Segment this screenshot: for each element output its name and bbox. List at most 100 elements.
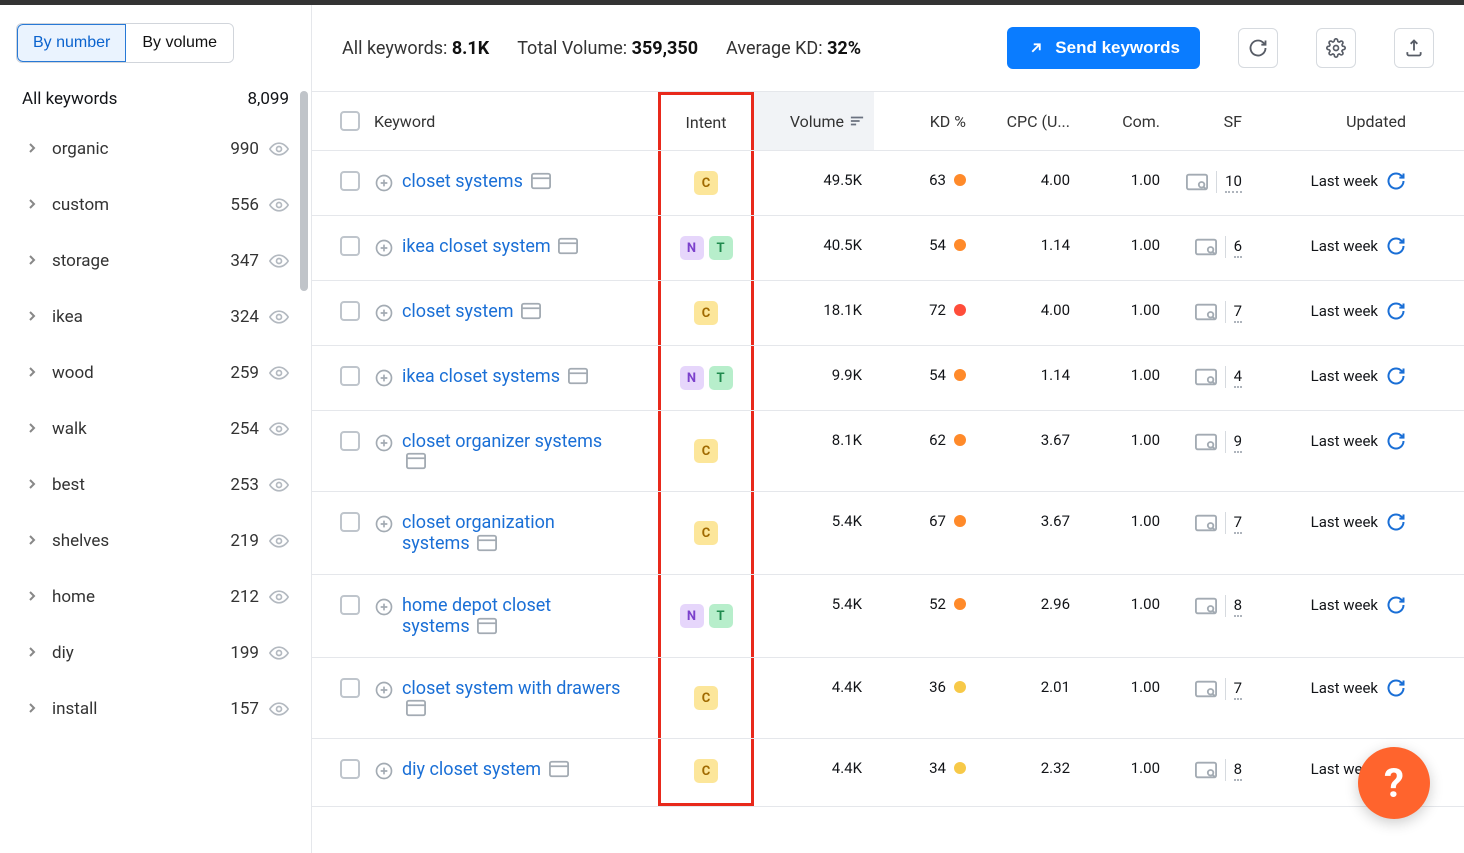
keyword-link[interactable]: closet systems <box>402 171 523 192</box>
serp-features-icon[interactable] <box>1195 680 1217 698</box>
serp-features-icon[interactable] <box>1195 761 1217 779</box>
refresh-button[interactable] <box>1238 28 1278 68</box>
col-com[interactable]: Com. <box>1070 112 1160 131</box>
row-refresh-icon[interactable] <box>1386 236 1406 256</box>
intent-badge-n: N <box>680 604 704 628</box>
expand-icon[interactable] <box>374 761 394 781</box>
sidebar-item[interactable]: wood 259 <box>0 345 311 401</box>
eye-icon[interactable] <box>269 475 289 495</box>
expand-icon[interactable] <box>374 433 394 453</box>
keyword-link[interactable]: closet organizer systems <box>402 431 602 452</box>
help-fab[interactable]: ? <box>1358 747 1430 819</box>
sidebar-item[interactable]: install 157 <box>0 681 311 737</box>
sidebar-item[interactable]: ikea 324 <box>0 289 311 345</box>
serp-features-icon[interactable] <box>1195 597 1217 615</box>
cpc-cell: 1.14 <box>972 366 1070 384</box>
keyword-link[interactable]: ikea closet system <box>402 236 551 257</box>
keyword-link[interactable]: ikea closet systems <box>402 366 560 387</box>
serp-features-icon[interactable] <box>1195 514 1217 532</box>
eye-icon[interactable] <box>269 419 289 439</box>
row-refresh-icon[interactable] <box>1386 512 1406 532</box>
row-checkbox[interactable] <box>340 431 360 451</box>
select-all-checkbox[interactable] <box>340 111 360 131</box>
sidebar-item[interactable]: custom 556 <box>0 177 311 233</box>
col-intent[interactable]: Intent <box>658 92 754 150</box>
sidebar-item[interactable]: diy 199 <box>0 625 311 681</box>
row-refresh-icon[interactable] <box>1386 431 1406 451</box>
keyword-link[interactable]: diy closet system <box>402 759 541 780</box>
col-volume[interactable]: Volume <box>754 92 874 150</box>
sidebar-all-keywords-row[interactable]: All keywords 8,099 <box>0 73 311 121</box>
toggle-by-number[interactable]: By number <box>17 24 126 62</box>
settings-button[interactable] <box>1316 28 1356 68</box>
serp-icon[interactable] <box>406 699 426 717</box>
expand-icon[interactable] <box>374 514 394 534</box>
row-refresh-icon[interactable] <box>1386 301 1406 321</box>
col-sf[interactable]: SF <box>1160 112 1242 131</box>
serp-features-icon[interactable] <box>1186 173 1208 191</box>
row-checkbox[interactable] <box>340 301 360 321</box>
serp-features-icon[interactable] <box>1195 303 1217 321</box>
serp-icon[interactable] <box>477 617 497 635</box>
kd-dot-icon <box>954 369 966 381</box>
col-cpc[interactable]: CPC (U... <box>972 112 1070 131</box>
row-checkbox[interactable] <box>340 171 360 191</box>
row-refresh-icon[interactable] <box>1386 595 1406 615</box>
serp-features-icon[interactable] <box>1195 368 1217 386</box>
row-checkbox[interactable] <box>340 236 360 256</box>
eye-icon[interactable] <box>269 699 289 719</box>
chevron-right-icon <box>28 643 38 663</box>
expand-icon[interactable] <box>374 368 394 388</box>
col-kd[interactable]: KD % <box>874 112 972 131</box>
serp-icon[interactable] <box>406 452 426 470</box>
eye-icon[interactable] <box>269 195 289 215</box>
eye-icon[interactable] <box>269 531 289 551</box>
serp-icon[interactable] <box>549 760 569 778</box>
sidebar-item-count: 347 <box>230 251 259 271</box>
sf-cell: 9 <box>1160 431 1242 453</box>
serp-features-icon[interactable] <box>1195 238 1217 256</box>
expand-icon[interactable] <box>374 597 394 617</box>
serp-icon[interactable] <box>568 367 588 385</box>
stat-average-kd: Average KD: 32% <box>726 38 861 59</box>
row-checkbox[interactable] <box>340 759 360 779</box>
toggle-by-volume[interactable]: By volume <box>126 24 233 62</box>
col-keyword[interactable]: Keyword <box>370 112 658 131</box>
keyword-link[interactable]: closet system with drawers <box>402 678 620 699</box>
sidebar-item[interactable]: shelves 219 <box>0 513 311 569</box>
row-checkbox[interactable] <box>340 678 360 698</box>
sidebar-item[interactable]: home 212 <box>0 569 311 625</box>
expand-icon[interactable] <box>374 680 394 700</box>
sidebar-item[interactable]: walk 254 <box>0 401 311 457</box>
row-checkbox[interactable] <box>340 366 360 386</box>
send-keywords-button[interactable]: Send keywords <box>1007 27 1200 69</box>
eye-icon[interactable] <box>269 251 289 271</box>
sf-count: 9 <box>1234 432 1242 453</box>
export-button[interactable] <box>1394 28 1434 68</box>
eye-icon[interactable] <box>269 587 289 607</box>
serp-icon[interactable] <box>521 302 541 320</box>
eye-icon[interactable] <box>269 139 289 159</box>
expand-icon[interactable] <box>374 303 394 323</box>
sidebar-item[interactable]: organic 990 <box>0 121 311 177</box>
row-checkbox[interactable] <box>340 512 360 532</box>
row-refresh-icon[interactable] <box>1386 171 1406 191</box>
col-updated[interactable]: Updated <box>1242 112 1412 131</box>
sidebar-scrollbar[interactable] <box>300 91 308 291</box>
row-refresh-icon[interactable] <box>1386 366 1406 386</box>
serp-icon[interactable] <box>477 534 497 552</box>
expand-icon[interactable] <box>374 238 394 258</box>
expand-icon[interactable] <box>374 173 394 193</box>
row-refresh-icon[interactable] <box>1386 678 1406 698</box>
sidebar-item[interactable]: best 253 <box>0 457 311 513</box>
table-header: Keyword Intent Volume KD % CPC (U... Com… <box>312 91 1464 151</box>
serp-icon[interactable] <box>558 237 578 255</box>
eye-icon[interactable] <box>269 363 289 383</box>
eye-icon[interactable] <box>269 643 289 663</box>
serp-features-icon[interactable] <box>1195 433 1217 451</box>
keyword-link[interactable]: closet system <box>402 301 514 322</box>
row-checkbox[interactable] <box>340 595 360 615</box>
sidebar-item[interactable]: storage 347 <box>0 233 311 289</box>
eye-icon[interactable] <box>269 307 289 327</box>
serp-icon[interactable] <box>531 172 551 190</box>
